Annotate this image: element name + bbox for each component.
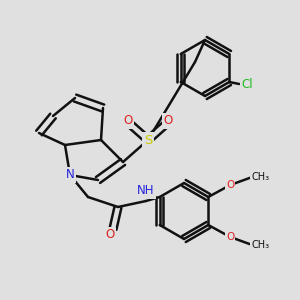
Text: O: O [123, 115, 133, 128]
Text: CH₃: CH₃ [251, 240, 269, 250]
Text: O: O [105, 229, 115, 242]
Text: CH₃: CH₃ [251, 172, 269, 182]
Text: S: S [144, 134, 152, 146]
Text: O: O [226, 180, 234, 190]
Text: NH: NH [137, 184, 155, 197]
Text: O: O [164, 115, 172, 128]
Text: Cl: Cl [242, 77, 253, 91]
Text: N: N [66, 169, 74, 182]
Text: O: O [226, 232, 234, 242]
